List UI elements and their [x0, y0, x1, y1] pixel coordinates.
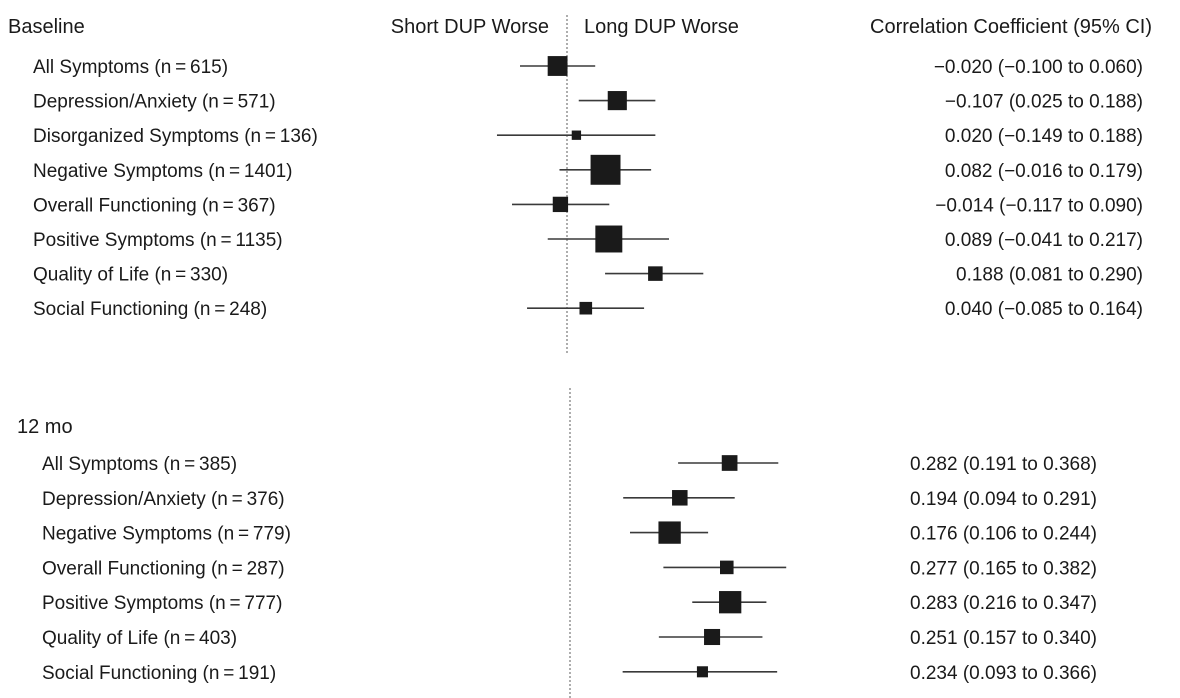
estimate-text: 0.089 (−0.041 to 0.217) [945, 230, 1143, 251]
point-estimate-marker [658, 521, 681, 544]
point-estimate-marker [571, 130, 582, 140]
long-dup-worse-header: Long DUP Worse [584, 16, 739, 38]
baseline-title: Baseline [8, 16, 85, 38]
estimate-text: 0.176 (0.106 to 0.244) [910, 524, 1097, 545]
row-label: Negative Symptoms (n = 779) [42, 524, 291, 545]
point-estimate-marker [547, 56, 568, 76]
estimate-text: 0.251 (0.157 to 0.340) [910, 628, 1097, 649]
estimate-text: 0.020 (−0.149 to 0.188) [945, 126, 1143, 147]
row-label: Overall Functioning (n = 367) [33, 195, 276, 216]
row-label: All Symptoms (n = 385) [42, 454, 237, 475]
row-label: Depression/Anxiety (n = 571) [33, 92, 276, 113]
row-label: Social Functioning (n = 191) [42, 663, 276, 684]
estimate-text: 0.234 (0.093 to 0.366) [910, 663, 1097, 684]
point-estimate-marker [719, 591, 742, 614]
row-label: Quality of Life (n = 330) [33, 265, 228, 286]
estimate-text: 0.188 (0.081 to 0.290) [956, 265, 1143, 286]
row-label: Depression/Anxiety (n = 376) [42, 489, 285, 510]
row-label: Overall Functioning (n = 287) [42, 558, 285, 579]
short-dup-worse-header: Short DUP Worse [391, 16, 549, 38]
row-label: Social Functioning (n = 248) [33, 299, 267, 320]
estimate-text: 0.040 (−0.085 to 0.164) [945, 299, 1143, 320]
row-label: Disorganized Symptoms (n = 136) [33, 126, 318, 147]
estimate-text: −0.107 (0.025 to 0.188) [945, 92, 1143, 113]
estimate-column-header: Correlation Coefficient (95% CI) [870, 16, 1152, 38]
estimate-text: 0.082 (−0.016 to 0.179) [945, 161, 1143, 182]
point-estimate-marker [672, 490, 688, 506]
point-estimate-marker [704, 628, 721, 646]
row-label: Positive Symptoms (n = 777) [42, 593, 282, 614]
row-label: Positive Symptoms (n = 1135) [33, 230, 283, 251]
point-estimate-marker [552, 196, 569, 213]
point-estimate-marker [721, 455, 738, 471]
estimate-text: −0.020 (−0.100 to 0.060) [934, 57, 1143, 78]
estimate-text: 0.277 (0.165 to 0.382) [910, 558, 1097, 579]
point-estimate-marker [579, 301, 593, 315]
point-estimate-marker [720, 560, 734, 575]
twelve-month-title: 12 mo [17, 416, 73, 438]
estimate-text: 0.282 (0.191 to 0.368) [910, 454, 1097, 475]
row-label: All Symptoms (n = 615) [33, 57, 228, 78]
point-estimate-marker [696, 666, 708, 678]
point-estimate-marker [607, 91, 627, 111]
estimate-text: 0.194 (0.094 to 0.291) [910, 489, 1097, 510]
estimate-text: −0.014 (−0.117 to 0.090) [935, 195, 1143, 216]
point-estimate-marker [595, 225, 623, 253]
point-estimate-marker [590, 154, 621, 185]
row-label: Quality of Life (n = 403) [42, 628, 237, 649]
estimate-text: 0.283 (0.216 to 0.347) [910, 593, 1097, 614]
point-estimate-marker [648, 266, 663, 281]
forest-rows: All Symptoms (n = 615) −0.020 (−0.100 to … [33, 56, 1143, 684]
row-label: Negative Symptoms (n = 1401) [33, 161, 292, 182]
